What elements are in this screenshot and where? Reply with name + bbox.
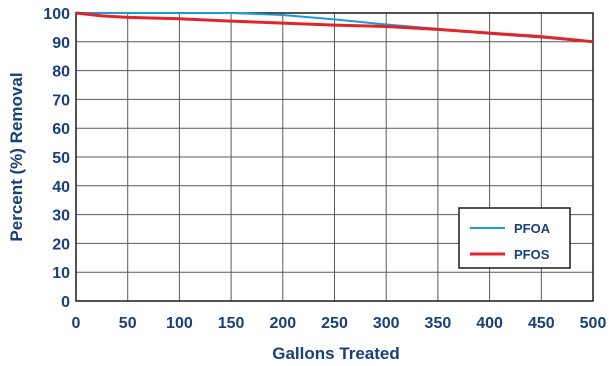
x-tick-label: 450	[528, 315, 555, 332]
y-tick-label: 100	[43, 6, 70, 23]
x-tick-label: 100	[166, 315, 193, 332]
series-line-pfos	[75, 11, 594, 44]
legend: PFOA PFOS	[458, 207, 571, 269]
x-tick-label: 400	[476, 315, 503, 332]
x-tick-label: 200	[269, 315, 296, 332]
x-tick-label: 150	[218, 315, 245, 332]
y-tick-label: 90	[52, 35, 70, 52]
y-tick-label: 70	[52, 92, 70, 109]
y-tick-label: 10	[52, 265, 70, 282]
y-tick-label: 50	[52, 150, 70, 167]
y-tick-label: 0	[61, 294, 70, 311]
y-tick-label: 20	[52, 236, 70, 253]
legend-label-pfos: PFOS	[514, 247, 550, 262]
x-tick-label: 300	[373, 315, 400, 332]
series-lines	[75, 11, 594, 44]
y-tick-label: 60	[52, 121, 70, 138]
x-axis-ticks: 0 50 100 150 200 250 300 350 400 450 500	[72, 315, 607, 332]
y-axis-ticks: 0 10 20 30 40 50 60 70 80 90 100	[43, 6, 70, 311]
x-tick-label: 350	[425, 315, 452, 332]
plot-area	[75, 12, 594, 302]
x-axis-title: Gallons Treated	[272, 344, 400, 363]
x-tick-label: 50	[119, 315, 137, 332]
y-tick-label: 80	[52, 64, 70, 81]
y-axis-title: Percent (%) Removal	[7, 72, 26, 241]
x-tick-label: 500	[580, 315, 607, 332]
x-tick-label: 0	[72, 315, 81, 332]
y-tick-label: 40	[52, 179, 70, 196]
y-tick-label: 30	[52, 208, 70, 225]
legend-label-pfoa: PFOA	[514, 221, 551, 236]
x-tick-label: 250	[321, 315, 348, 332]
legend-box	[458, 207, 571, 269]
